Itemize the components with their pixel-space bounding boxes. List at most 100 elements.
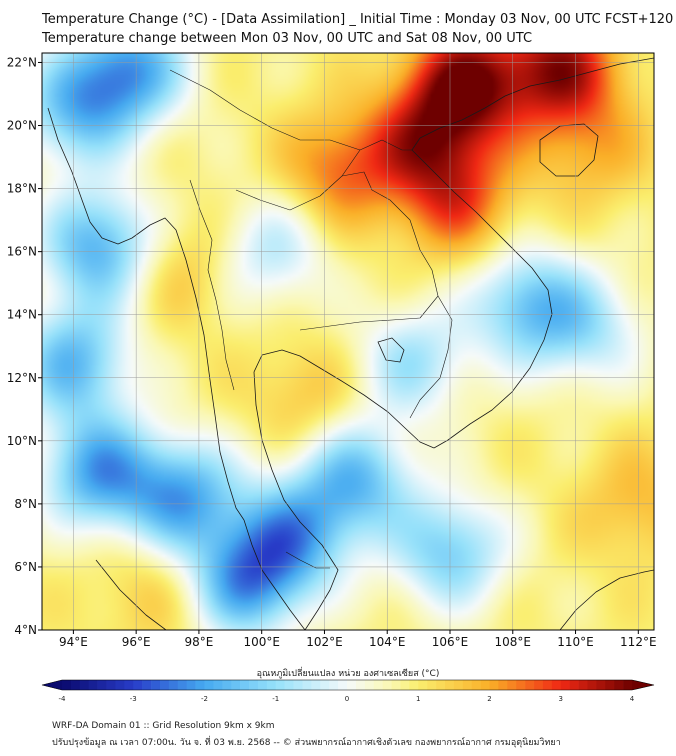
colorbar-segment	[329, 680, 339, 690]
colorbar-tick-label: -1	[272, 695, 279, 703]
lat-tick-label: 18°N	[7, 182, 37, 196]
colorbar-segment	[409, 680, 419, 690]
colorbar-segment	[596, 680, 606, 690]
lon-tick-label: 94°E	[59, 635, 88, 649]
colorbar-segment	[525, 680, 535, 690]
colorbar-segment	[186, 680, 196, 690]
colorbar-segment	[542, 680, 553, 690]
map-subtitle: Temperature change between Mon 03 Nov, 0…	[42, 31, 533, 46]
lake-tonle-sap	[377, 337, 405, 363]
colorbar-segment	[516, 680, 526, 690]
coastline-vietnam	[411, 57, 654, 449]
lon-tick-label: 96°E	[122, 635, 151, 649]
colorbar-segment	[462, 680, 472, 690]
colorbar-segment	[471, 680, 481, 690]
border-cambodia-vietnam	[409, 295, 453, 419]
colorbar-segment	[480, 680, 490, 690]
colorbar-tick-label: 3	[559, 695, 563, 703]
border-thailand-cambodia	[299, 295, 439, 331]
colorbar-segment	[382, 680, 392, 690]
colorbar-segment	[62, 680, 72, 690]
colorbar-segment	[507, 680, 517, 690]
border-thailand-malaysia	[285, 551, 330, 569]
border-thailand-laos	[235, 171, 439, 297]
colorbar-segment	[391, 680, 401, 690]
colorbar-segment	[213, 680, 223, 690]
colorbar-segment	[195, 680, 205, 690]
lat-tick-label: 6°N	[14, 560, 37, 574]
colorbar-segment	[444, 680, 455, 690]
map-title: Temperature Change (°C) - [Data Assimila…	[42, 12, 674, 27]
colorbar-segment	[177, 680, 187, 690]
lon-tick-label: 98°E	[184, 635, 213, 649]
colorbar-segment	[142, 680, 152, 690]
colorbar-segment	[79, 680, 90, 690]
lat-tick-label: 22°N	[7, 55, 37, 69]
coastline-peninsula	[243, 519, 306, 630]
coastline-borneo	[559, 569, 654, 630]
colorbar-segment	[436, 680, 446, 690]
colorbar-segment	[587, 680, 597, 690]
colorbar-max-extend	[632, 680, 654, 690]
temperature-field	[42, 53, 654, 630]
colorbar-tick-label: -3	[130, 695, 137, 703]
colorbar-segment	[88, 680, 98, 690]
colorbar-outline	[41, 679, 655, 691]
colorbar-segment	[427, 680, 437, 690]
model-info: WRF-DA Domain 01 :: Grid Resolution 9km …	[52, 721, 275, 731]
lat-tick-label: 14°N	[7, 308, 37, 322]
colorbar-segment	[115, 680, 125, 690]
colorbar-segment	[320, 680, 330, 690]
colorbar-segment	[70, 680, 81, 690]
colorbar-segment	[249, 680, 259, 690]
colorbar-segment	[605, 680, 615, 690]
colorbar-tick-label: 4	[630, 695, 635, 703]
colorbar-title: อุณหภูมิเปลี่ยนแปลง หน่วย องศาเซลเซียส (…	[257, 666, 440, 679]
lat-tick-label: 8°N	[14, 497, 37, 511]
colorbar-segment	[623, 680, 633, 690]
colorbar-segment	[364, 680, 375, 690]
colorbar: อุณหภูมิเปลี่ยนแปลง หน่วย องศาเซลเซียส (…	[41, 666, 655, 703]
lat-tick-label: 16°N	[7, 245, 37, 259]
border-myanmar-thailand	[189, 179, 235, 391]
colorbar-segment	[453, 680, 464, 690]
lon-tick-label: 112°E	[620, 635, 657, 649]
lon-tick-label: 104°E	[369, 635, 406, 649]
colorbar-segment	[578, 680, 588, 690]
colorbar-segment	[133, 680, 143, 690]
axis-ticks: 94°E 96°E 98°E 100°E 102°E 104°E 106°E 108°E 110…	[7, 55, 657, 649]
colorbar-segment	[293, 680, 303, 690]
colorbar-tick-label: -2	[201, 695, 208, 703]
credit-line: ปรับปรุงข้อมูล ณ เวลา 07:00น. วัน จ. ที่…	[52, 738, 561, 748]
colorbar-tick-label: -4	[59, 695, 67, 703]
colorbar-segment	[338, 680, 348, 690]
colorbar-segment	[400, 680, 410, 690]
colorbar-segment	[266, 680, 277, 690]
colorbar-segment	[311, 680, 321, 690]
border-laos-vietnam	[341, 139, 412, 177]
lat-tick-label: 20°N	[7, 119, 37, 133]
colorbar-segment	[560, 680, 570, 690]
colorbar-segment	[418, 680, 428, 690]
border-china	[169, 69, 361, 151]
colorbar-segment	[534, 680, 544, 690]
colorbar-segment	[222, 680, 232, 690]
colorbar-segment	[569, 680, 579, 690]
colorbar-segment	[231, 680, 241, 690]
colorbar-segment	[159, 680, 170, 690]
lon-tick-label: 106°E	[432, 635, 469, 649]
colorbar-segment	[284, 680, 294, 690]
map-frame	[41, 52, 655, 631]
colorbar-segment	[302, 680, 312, 690]
lon-tick-label: 102°E	[306, 635, 343, 649]
colorbar-segment	[204, 680, 214, 690]
colorbar-segment	[347, 680, 357, 690]
colorbar-segment	[97, 680, 107, 690]
lon-tick-label: 108°E	[495, 635, 532, 649]
colorbar-segment	[275, 680, 285, 690]
colorbar-segment	[489, 680, 499, 690]
coastline-myanmar-west	[47, 107, 245, 521]
colorbar-segment	[614, 680, 624, 690]
colorbar-segment	[355, 680, 366, 690]
